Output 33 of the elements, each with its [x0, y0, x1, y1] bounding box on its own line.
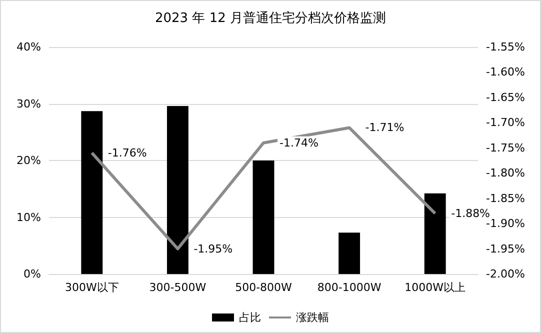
data-label: -1.95%: [194, 242, 233, 256]
y2-tick-label: -1.65%: [486, 90, 525, 104]
x-tick-label: 300-500W: [149, 281, 206, 294]
y2-tick-label: -1.55%: [486, 40, 525, 54]
x-tick-label: 300W以下: [64, 281, 119, 294]
data-label: -1.76%: [108, 146, 147, 160]
bar: [338, 232, 360, 274]
y2-tick-label: -1.80%: [486, 166, 525, 180]
bar: [81, 111, 103, 274]
x-tick-label: 800-1000W: [317, 281, 382, 294]
y-tick-label: 0%: [24, 268, 41, 280]
legend-label: 占比: [239, 311, 261, 324]
bar: [166, 106, 188, 274]
y-tick-label: 20%: [16, 154, 41, 167]
legend-label: 涨跌幅: [296, 311, 329, 324]
y2-tick-label: -1.90%: [486, 217, 525, 230]
data-label: -1.74%: [280, 136, 318, 150]
y2-tick-label: -1.60%: [486, 66, 525, 79]
bar: [252, 160, 274, 274]
data-label: -1.71%: [365, 121, 404, 134]
chart-title: 2023 年 12 月普通住宅分档次价格监测: [154, 10, 386, 26]
y2-tick-label: -1.95%: [486, 242, 525, 256]
y2-tick-label: -2.00%: [486, 268, 525, 280]
y2-tick-label: -1.75%: [486, 141, 525, 154]
bar: [424, 193, 446, 274]
data-label: -1.88%: [451, 206, 490, 220]
y2-tick-label: -1.85%: [486, 192, 525, 205]
x-tick-label: 1000W以上: [404, 281, 466, 294]
y-tick-label: 40%: [16, 40, 41, 54]
y-tick-label: 10%: [16, 210, 41, 224]
y-tick-label: 30%: [16, 97, 41, 110]
x-tick-label: 500-800W: [235, 281, 292, 294]
y2-tick-label: -1.70%: [486, 116, 525, 130]
